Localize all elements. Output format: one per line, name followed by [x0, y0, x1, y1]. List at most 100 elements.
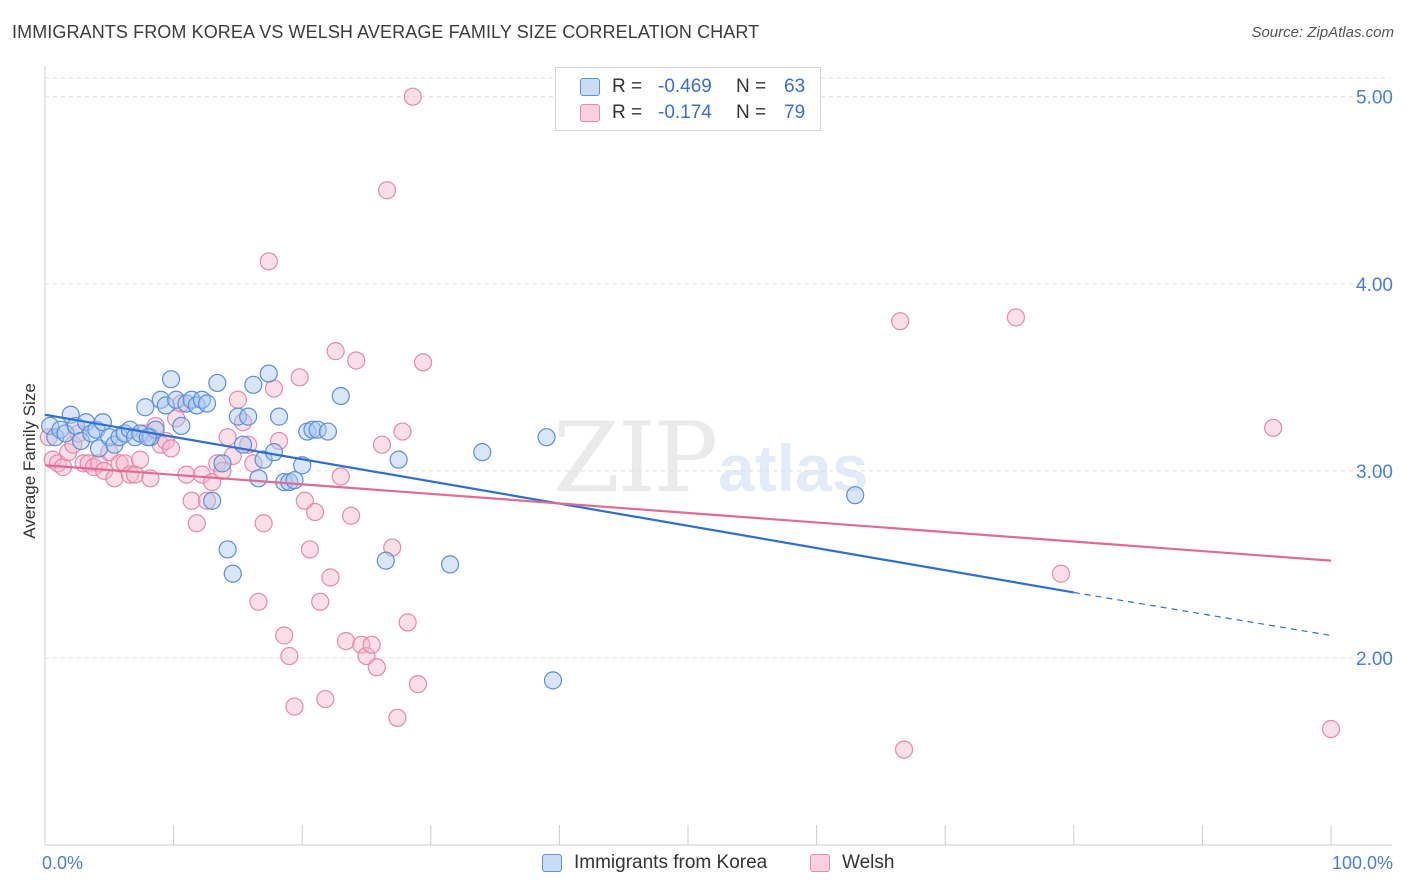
welsh-point [290, 368, 309, 387]
source-label: Source: ZipAtlas.com [1251, 24, 1394, 41]
korea-point [473, 443, 492, 462]
y-tick-label: 3.00 [1356, 462, 1393, 483]
korea-point [156, 396, 175, 415]
welsh-trendline [44, 464, 1332, 562]
korea-point [161, 370, 181, 389]
welsh-point [377, 181, 397, 200]
welsh-point [295, 491, 314, 510]
chart-title: IMMIGRANTS FROM KOREA VS WELSH AVERAGE F… [12, 22, 760, 42]
welsh-point [357, 646, 376, 666]
welsh-point [331, 467, 350, 486]
korea-point [440, 555, 460, 574]
legend-r-value: -0.174 [658, 102, 712, 123]
welsh-point [383, 538, 402, 557]
welsh-point [352, 635, 371, 654]
legend-n-value: 79 [784, 102, 806, 123]
welsh-point [316, 689, 335, 709]
welsh-point [275, 626, 294, 645]
korea-point [389, 450, 408, 469]
korea-point [213, 454, 232, 473]
welsh-point [321, 568, 340, 587]
legend-row-welsh: R = -0.174 N = 79 [580, 101, 805, 125]
korea-point [543, 671, 563, 690]
welsh-point [362, 635, 381, 654]
welsh-point [1006, 308, 1026, 327]
welsh-point [347, 351, 366, 370]
korea-point [172, 416, 191, 436]
welsh-point [403, 87, 422, 106]
y-tick-label: 4.00 [1356, 275, 1393, 296]
y-tick-label: 2.00 [1356, 649, 1393, 670]
legend-item-korea[interactable]: Immigrants from Korea [542, 852, 767, 874]
korea-point [537, 428, 556, 447]
welsh-point [367, 658, 386, 677]
legend-n-value: 63 [784, 76, 806, 97]
welsh-point [218, 428, 237, 447]
korea-point [254, 450, 273, 469]
legend-welsh-label: Welsh [842, 852, 895, 873]
korea-point [285, 471, 304, 490]
watermark-zip: ZIP [553, 402, 718, 514]
korea-swatch-icon [542, 854, 562, 872]
legend-item-welsh[interactable]: Welsh [810, 852, 894, 874]
korea-point [244, 375, 263, 394]
welsh-point [336, 631, 356, 651]
x-tick-label: 0.0% [42, 853, 83, 873]
welsh-point [233, 413, 253, 432]
series-legend: Immigrants from Korea Welsh [0, 852, 1406, 876]
legend-r-label: R = [612, 102, 643, 123]
korea-point [151, 390, 170, 409]
korea-point [56, 424, 75, 443]
korea-point [269, 407, 289, 426]
y-axis-label: Average Family Size [20, 383, 39, 539]
welsh-point [280, 646, 299, 666]
legend-korea-label: Immigrants from Korea [574, 852, 768, 873]
welsh-point [259, 252, 278, 271]
korea-point [223, 564, 242, 583]
y-tick-label: 5.00 [1356, 88, 1393, 109]
korea-point [182, 390, 201, 409]
welsh-point [254, 514, 273, 533]
korea-point [303, 420, 322, 439]
welsh-point [1051, 564, 1071, 583]
legend-row-korea: R = -0.469 N = 63 [580, 75, 805, 99]
korea-point [228, 407, 247, 426]
welsh-point [1264, 418, 1283, 437]
welsh-point [131, 450, 150, 469]
legend-r-label: R = [612, 76, 643, 97]
welsh-point [311, 592, 330, 611]
welsh-point [388, 708, 407, 727]
korea-point [259, 364, 278, 383]
korea-point [89, 439, 109, 458]
welsh-point [192, 465, 211, 484]
welsh-point [341, 506, 361, 525]
korea-point [167, 390, 186, 409]
welsh-point [894, 740, 914, 759]
korea-trendline-extension [1073, 591, 1332, 637]
welsh-point [300, 540, 320, 559]
welsh-point [285, 697, 304, 716]
welsh-point [326, 342, 345, 361]
welsh-point [372, 435, 392, 454]
welsh-point [413, 353, 433, 372]
welsh-point [408, 675, 428, 694]
korea-point [41, 416, 60, 436]
korea-point [846, 486, 865, 505]
correlation-legend: R = -0.469 N = 63 R = -0.174 N = 79 [555, 67, 821, 131]
x-tick-label: 100.0% [1332, 853, 1393, 873]
welsh-point [269, 431, 289, 451]
welsh-point [249, 592, 268, 611]
welsh-swatch-icon [810, 854, 830, 872]
legend-n-label: N = [736, 76, 767, 97]
korea-point [218, 540, 237, 559]
korea-point [203, 491, 222, 510]
welsh-point [187, 514, 206, 533]
welsh-point [182, 491, 201, 510]
korea-point [318, 422, 338, 441]
korea-point [136, 398, 155, 417]
korea-point [239, 407, 258, 426]
korea-point [208, 373, 227, 393]
korea-swatch-icon [580, 78, 600, 96]
welsh-swatch-icon [580, 104, 600, 122]
